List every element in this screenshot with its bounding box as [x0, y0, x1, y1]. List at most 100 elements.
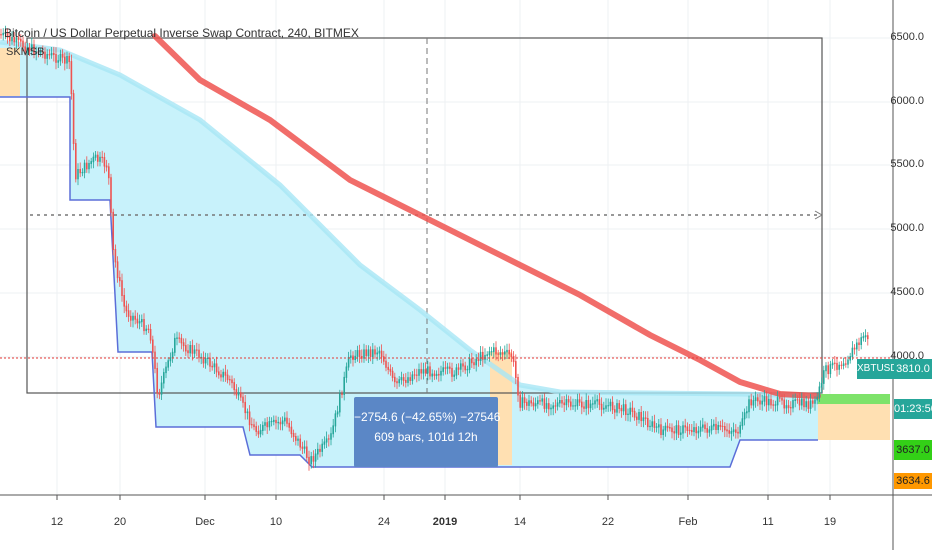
candle	[660, 424, 662, 435]
candle	[97, 154, 99, 162]
candle	[658, 424, 660, 428]
price-tick-label: 6000.0	[890, 95, 924, 107]
candle	[699, 426, 702, 432]
candle	[504, 351, 506, 355]
candle	[361, 356, 363, 359]
candle	[677, 425, 680, 435]
candle	[116, 261, 119, 279]
candle	[224, 371, 227, 376]
candle	[757, 397, 759, 402]
candle	[477, 358, 480, 361]
candle	[189, 345, 191, 354]
candle	[460, 363, 462, 370]
candle	[838, 364, 840, 370]
candle	[264, 422, 266, 426]
candle	[825, 365, 827, 372]
candle	[521, 397, 524, 408]
candle	[141, 319, 143, 323]
candle	[295, 436, 297, 441]
candle	[704, 424, 706, 430]
candle	[713, 423, 715, 427]
candle	[576, 399, 579, 407]
candle	[446, 366, 449, 369]
candle	[132, 315, 134, 321]
candle	[567, 399, 570, 403]
candle	[411, 374, 414, 381]
candle	[528, 400, 530, 406]
cloud-area	[0, 42, 818, 467]
candle	[752, 400, 755, 406]
candle	[592, 403, 594, 405]
candle	[653, 421, 656, 428]
candle	[374, 349, 376, 355]
candle	[805, 401, 807, 408]
candle	[625, 404, 627, 415]
candle	[708, 429, 711, 433]
candle	[818, 386, 821, 398]
candle	[730, 431, 733, 434]
candle	[185, 345, 187, 352]
candle	[292, 433, 295, 437]
candle	[501, 352, 504, 355]
candle	[457, 367, 460, 370]
candle	[61, 53, 64, 58]
time-tick-label: Dec	[195, 516, 215, 528]
candle	[462, 363, 464, 367]
time-tick-label: 12	[50, 516, 64, 528]
candle	[845, 363, 847, 365]
candle	[83, 162, 86, 174]
candle	[350, 355, 352, 358]
candle	[539, 400, 541, 402]
candle	[169, 357, 172, 362]
candle	[207, 357, 209, 359]
price-tick-label: 4500.0	[890, 286, 924, 298]
candle	[647, 418, 649, 428]
candle	[702, 424, 704, 428]
candle	[438, 373, 440, 376]
candle	[209, 357, 211, 367]
candle	[680, 432, 682, 435]
candle	[363, 349, 365, 359]
candle	[6, 32, 9, 38]
candle	[57, 60, 59, 63]
indicator-label[interactable]: SKMSB	[6, 46, 45, 58]
candle	[629, 407, 631, 415]
candle	[618, 403, 620, 409]
candle	[270, 420, 273, 423]
candle	[413, 374, 416, 376]
candle	[829, 364, 832, 375]
candle	[517, 377, 519, 396]
candle	[409, 377, 411, 381]
candle	[163, 372, 165, 384]
candle	[136, 318, 139, 324]
measure-tool-box[interactable]: −2754.6 (−42.65%) −27546 609 bars, 101d …	[354, 397, 500, 467]
candle	[796, 399, 799, 401]
candle	[794, 399, 796, 401]
candle	[121, 280, 123, 296]
candle	[328, 438, 330, 440]
time-tick-label: 11	[762, 516, 774, 528]
candle	[655, 426, 658, 428]
candle	[259, 429, 262, 435]
candle	[807, 401, 810, 409]
candle	[508, 349, 510, 355]
candle	[297, 438, 299, 441]
candle	[649, 425, 651, 428]
candle	[598, 399, 601, 405]
candle	[849, 356, 851, 361]
candle	[484, 354, 486, 360]
candle	[847, 359, 849, 365]
candle	[831, 362, 834, 366]
candle	[147, 328, 150, 330]
candle	[600, 403, 603, 410]
candle	[583, 406, 585, 409]
time-tick-label: 20	[113, 516, 127, 528]
candle	[836, 362, 838, 370]
candle	[765, 396, 768, 406]
candle	[387, 366, 389, 370]
candle	[482, 351, 484, 360]
candle	[396, 381, 398, 384]
candle	[171, 351, 174, 359]
candle	[633, 410, 636, 418]
